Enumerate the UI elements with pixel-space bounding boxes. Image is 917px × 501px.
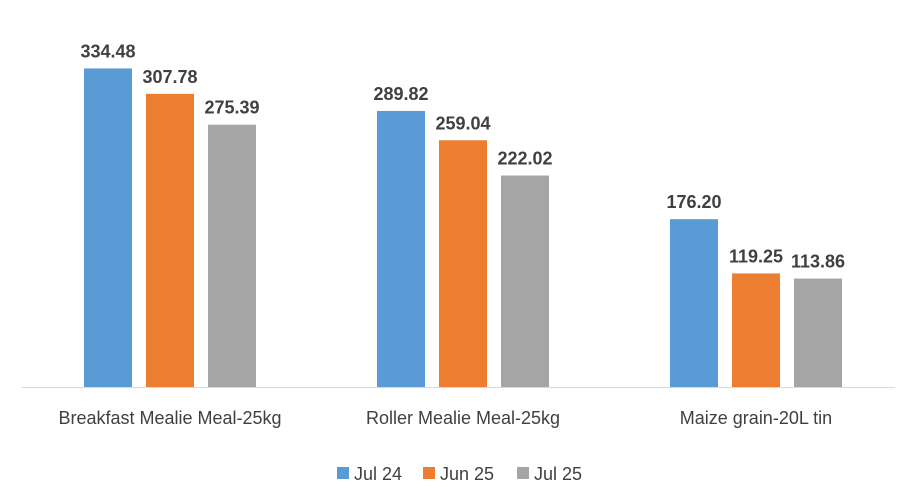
legend-item-jul-25: Jul 25 xyxy=(517,464,582,484)
bar-jun-25-2 xyxy=(439,140,487,387)
data-label: 259.04 xyxy=(435,113,490,133)
data-label: 119.25 xyxy=(729,246,783,266)
bar-jul-25-2 xyxy=(501,175,549,387)
data-label: 222.02 xyxy=(497,149,552,169)
data-label: 334.48 xyxy=(80,41,135,61)
category-label: Roller Mealie Meal-25kg xyxy=(366,408,560,428)
bar-jul-24-3 xyxy=(670,219,718,387)
bar-jul-24-2 xyxy=(377,110,425,388)
legend-swatch xyxy=(517,467,529,479)
category-label: Maize grain-20L tin xyxy=(680,408,832,428)
bar-jul-25-3 xyxy=(794,278,842,387)
data-label: 275.39 xyxy=(204,98,259,118)
data-label: 176.20 xyxy=(666,192,721,212)
legend-label: Jun 25 xyxy=(440,464,494,484)
data-label: 289.82 xyxy=(373,84,428,104)
bar-jul-24-1 xyxy=(84,68,132,387)
bar-jun-25-3 xyxy=(732,273,780,387)
legend-item-jul-24: Jul 24 xyxy=(337,464,402,484)
legend-swatch xyxy=(423,467,435,479)
category-label: Breakfast Mealie Meal-25kg xyxy=(58,408,281,428)
legend-swatch xyxy=(337,467,349,479)
bar-jul-25-1 xyxy=(208,124,256,387)
legend-label: Jul 24 xyxy=(354,464,402,484)
legend-item-jun-25: Jun 25 xyxy=(423,464,494,484)
data-label: 307.78 xyxy=(142,67,197,87)
bar-jun-25-1 xyxy=(146,93,194,388)
data-label: 113.86 xyxy=(791,252,845,272)
legend-label: Jul 25 xyxy=(534,464,582,484)
